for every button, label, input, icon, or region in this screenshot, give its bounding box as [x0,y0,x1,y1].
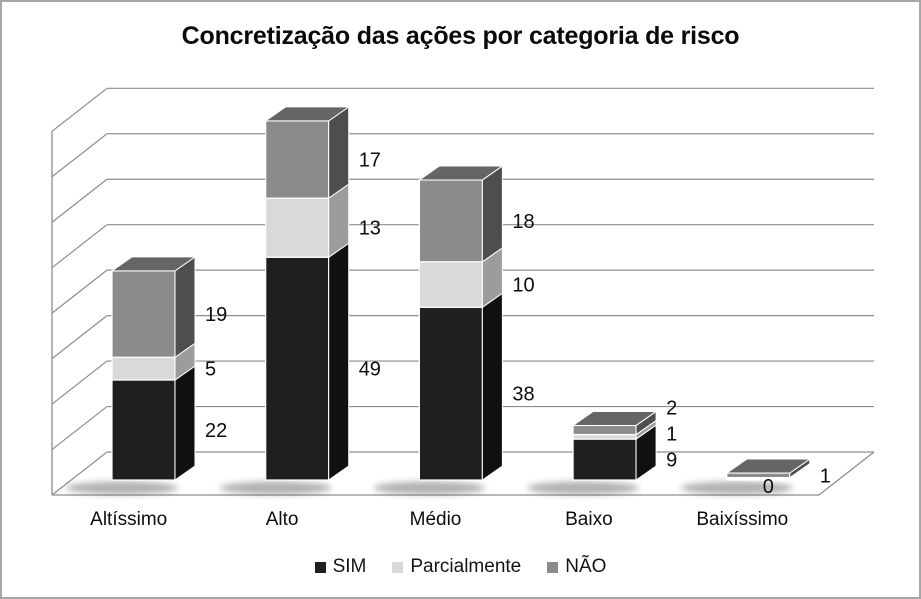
legend-item-nao: NÃO [547,556,606,578]
data-label: 5 [205,359,216,381]
segment-altissimo-nao-front [111,270,176,358]
bar-alto-top [264,106,351,122]
gridline-sidewall [51,269,108,314]
bar-baixissimo-top [725,458,812,474]
gridline-sidewall [51,315,108,360]
segment-alto-nao-front [265,120,330,199]
segment-medio-sim-side [481,292,503,481]
gridline-sidewall [51,87,108,132]
data-labels: 22 5 19 49 13 17 38 10 18 9 1 2 0 1 [205,150,831,498]
bars [110,105,812,481]
data-label: 9 [666,450,677,472]
data-label: 17 [359,150,381,172]
legend-swatch-parcialmente [392,561,404,573]
gridline-sidewall [51,406,108,451]
data-label: 49 [359,359,381,381]
gridline-sidewall [51,133,108,178]
legend-label: Parcialmente [410,556,522,577]
category-labels: Altíssimo Alto Médio Baixo Baixíssimo [90,509,788,530]
segment-baixissimo-nao-front [726,472,791,479]
segment-alto-parcialmente-front [265,197,330,258]
legend-swatch-sim [314,561,326,573]
legend-item-parcialmente: Parcialmente [392,556,521,578]
bar-alto [264,105,351,481]
data-label: 1 [820,465,831,487]
data-label: 1 [666,424,677,446]
category-label: Baixíssimo [696,509,788,530]
chart-title: Concretização das ações por categoria de… [181,22,740,50]
segment-alto-nao-side [328,105,350,200]
segment-baixo-sim-front [572,438,637,481]
data-label: 19 [205,304,227,326]
gridline-sidewall [51,360,108,405]
bar-altissimo [110,255,197,481]
bar-altissimo-top [110,256,197,272]
legend-label: NÃO [565,556,607,577]
legend-label: SIM [332,556,367,577]
category-label: Médio [410,509,462,530]
legend-swatch-nao [547,561,559,573]
bar-shadows [66,481,793,495]
bar-baixissimo [725,458,812,481]
category-label: Alto [266,509,299,530]
data-label: 2 [666,398,677,420]
segment-altissimo-sim-side [174,365,196,481]
data-label: 38 [512,384,534,406]
segment-medio-parcialmente-front [418,261,483,308]
bar-medio-top [417,165,504,181]
data-label: 13 [359,218,381,240]
bar-shadow [680,481,793,495]
segment-baixo-nao-front [572,424,637,436]
bar-shadow [66,481,178,495]
data-label: 10 [512,275,534,297]
bar-shadow [373,481,486,495]
floor-right-edge [818,451,875,496]
data-label: 18 [512,211,534,233]
gridline-sidewall [51,224,108,269]
segment-baixo-parcialmente-front [572,433,637,440]
segment-alto-sim-side [328,242,350,481]
legend: SIM Parcialmente NÃO [2,552,919,582]
data-label: 22 [205,420,227,442]
segment-medio-nao-front [418,179,483,263]
segment-medio-nao-side [481,165,503,263]
gridline-sidewall [51,178,108,223]
segment-medio-sim-front [418,306,483,481]
data-label: 0 [763,476,774,498]
gridline-sidewall [51,451,108,496]
bar-medio [417,165,504,481]
bar-baixo-top [571,410,658,426]
category-label: Altíssimo [90,509,167,530]
bar-baixo [571,410,658,481]
segment-altissimo-sim-front [111,379,176,481]
category-label: Baixo [565,509,613,530]
bar-shadow [219,481,332,495]
segment-alto-sim-front [265,256,330,481]
bar-shadow [527,481,640,495]
segment-altissimo-nao-side [174,255,196,359]
segment-altissimo-parcialmente-front [111,356,176,381]
legend-item-sim: SIM [314,556,367,578]
